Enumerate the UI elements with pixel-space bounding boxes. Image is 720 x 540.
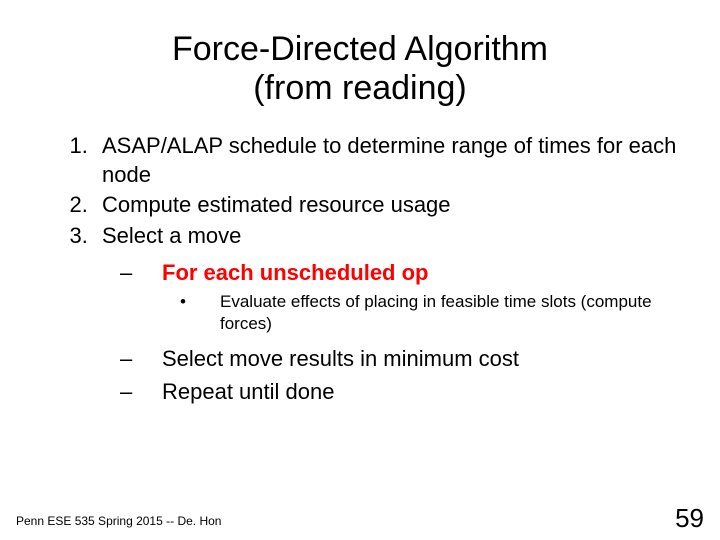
sublist-item: – Select move results in minimum cost bbox=[120, 345, 690, 374]
sublist-item: – For each unscheduled op bbox=[120, 259, 690, 288]
list-item-text: ASAP/ALAP schedule to determine range of… bbox=[102, 133, 676, 187]
list-item: Compute estimated resource usage bbox=[94, 191, 690, 220]
dash-icon: – bbox=[120, 378, 162, 407]
bullet-icon: • bbox=[180, 291, 220, 313]
sublist-level-1: – For each unscheduled op bbox=[120, 259, 690, 288]
dash-icon: – bbox=[120, 259, 162, 288]
sublist-level-1: – Select move results in minimum cost – … bbox=[120, 345, 690, 406]
sublist-level-2: • Evaluate effects of placing in feasibl… bbox=[180, 291, 690, 335]
list-item: Select a move bbox=[94, 222, 690, 251]
footer-text: Penn ESE 535 Spring 2015 -- De. Hon bbox=[16, 514, 221, 528]
title-line-1: Force-Directed Algorithm bbox=[172, 30, 548, 68]
list-item: ASAP/ALAP schedule to determine range of… bbox=[94, 132, 690, 189]
sublist-item-text: Repeat until done bbox=[162, 378, 690, 407]
sublist-item-text: Select move results in minimum cost bbox=[162, 345, 690, 374]
sublist-item-text: Evaluate effects of placing in feasible … bbox=[220, 291, 690, 335]
sublist-item-text-highlight: For each unscheduled op bbox=[162, 259, 690, 288]
title-line-2: (from reading) bbox=[253, 69, 467, 107]
sublist-item: • Evaluate effects of placing in feasibl… bbox=[180, 291, 690, 335]
slide: Force-Directed Algorithm (from reading) … bbox=[0, 0, 720, 540]
list-item-text: Compute estimated resource usage bbox=[102, 192, 451, 217]
page-number: 59 bbox=[675, 503, 704, 534]
dash-icon: – bbox=[120, 345, 162, 374]
sublist-item: – Repeat until done bbox=[120, 378, 690, 407]
ordered-list: ASAP/ALAP schedule to determine range of… bbox=[30, 132, 690, 250]
slide-title: Force-Directed Algorithm (from reading) bbox=[30, 30, 690, 108]
list-item-text: Select a move bbox=[102, 223, 241, 248]
slide-body: ASAP/ALAP schedule to determine range of… bbox=[30, 132, 690, 406]
